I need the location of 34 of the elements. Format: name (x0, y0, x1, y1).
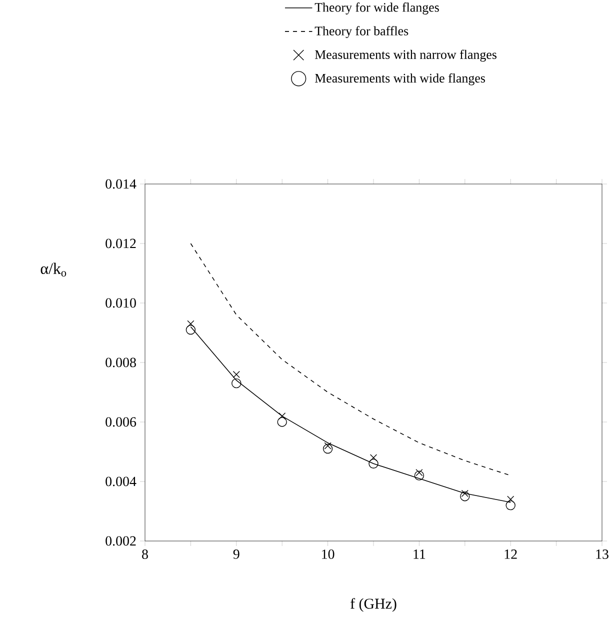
legend-label: Theory for wide flanges (314, 2, 439, 14)
point (187, 320, 194, 328)
x-tick-label: 8 (142, 550, 148, 559)
x-axis-title: f (GHz) (350, 598, 396, 612)
point (186, 324, 196, 335)
y-tick-label: 0.014 (106, 179, 136, 189)
point (460, 492, 470, 502)
y-tick-label: 0.002 (106, 536, 136, 546)
x-tick-label: 13 (596, 550, 608, 559)
point (414, 470, 424, 480)
point (277, 417, 287, 427)
point (416, 469, 423, 476)
x-tick-label: 10 (322, 550, 334, 559)
point (370, 454, 378, 462)
y-tick-label: 0.010 (106, 298, 136, 308)
line-series (190, 243, 511, 476)
point (278, 412, 286, 420)
y-tick-label: 0.004 (106, 476, 136, 486)
point (507, 496, 514, 503)
point (322, 444, 333, 454)
y-tick-label: 0.006 (106, 417, 136, 427)
point (232, 378, 242, 388)
y-tick-label: 0.008 (106, 358, 136, 368)
legend-label: Theory for baffles (314, 26, 408, 38)
legend-label: Measurements with narrow flanges (314, 50, 496, 62)
point (232, 370, 240, 378)
x-tick-label: 12 (504, 550, 517, 559)
point (368, 458, 378, 468)
point (506, 500, 516, 510)
y-tick-label: 0.012 (106, 238, 136, 248)
legend-label: Measurements with wide flanges (314, 73, 485, 86)
x-tick-label: 9 (233, 550, 240, 559)
x-tick-label: 11 (414, 550, 426, 559)
y-axis-title: α/k$_{o}$ (40, 262, 66, 277)
